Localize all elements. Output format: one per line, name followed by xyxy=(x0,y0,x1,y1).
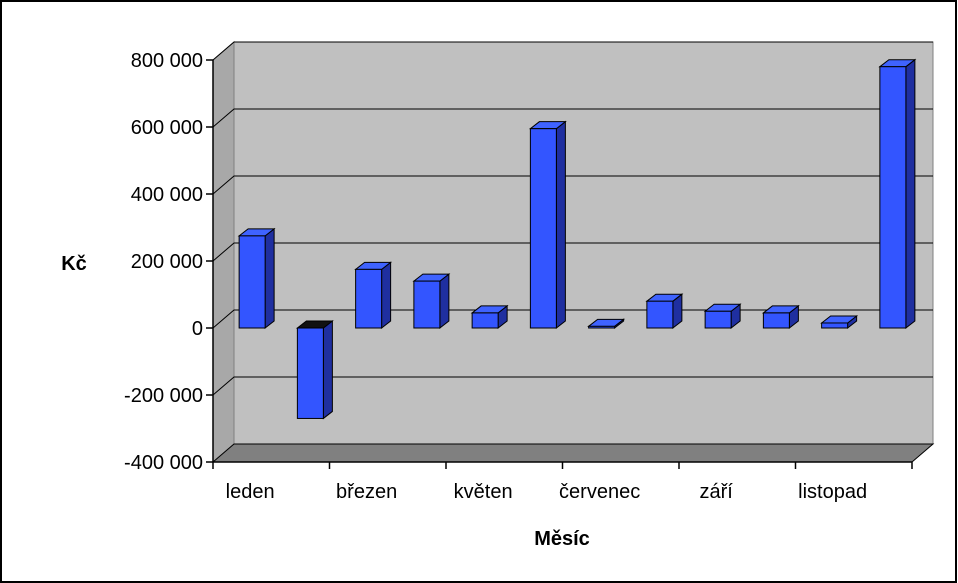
gridline xyxy=(212,309,933,329)
bar-front xyxy=(296,327,324,419)
bar-front xyxy=(879,66,907,329)
bar xyxy=(237,227,276,330)
x-tick-label: březen xyxy=(336,481,397,503)
x-tick-label: červenec xyxy=(559,481,640,503)
gridline xyxy=(212,108,933,128)
gridline xyxy=(212,376,933,396)
y-tick-label: 800 000 xyxy=(131,50,203,72)
x-tick-label: září xyxy=(699,481,733,503)
y-tick-label: -400 000 xyxy=(124,452,203,474)
bar xyxy=(412,273,451,330)
bar-front xyxy=(588,325,616,329)
y-tick-label: -200 000 xyxy=(124,385,203,407)
bar-front xyxy=(762,312,790,329)
x-axis-ticks: leden březen květen červenec září listopad xyxy=(212,461,913,503)
plot-area xyxy=(211,40,935,464)
bar-front xyxy=(355,268,383,329)
bar-front xyxy=(821,322,849,329)
bar xyxy=(295,319,334,420)
y-tick-label: 600 000 xyxy=(131,117,203,139)
bar xyxy=(354,261,393,330)
bar-side xyxy=(555,120,566,330)
gridline xyxy=(212,41,933,61)
x-tick-label: listopad xyxy=(798,481,867,503)
bar-front xyxy=(238,235,266,329)
bar-front xyxy=(704,310,732,329)
x-axis-title: Měsíc xyxy=(534,528,590,550)
bar-front xyxy=(413,280,441,329)
bar xyxy=(761,304,800,330)
bar-side xyxy=(439,273,450,330)
bar xyxy=(470,304,509,330)
bar xyxy=(587,318,626,330)
bar xyxy=(878,58,917,330)
bar xyxy=(645,293,684,330)
y-axis-title: Kč xyxy=(61,253,87,275)
bar xyxy=(703,303,742,330)
gridline xyxy=(212,175,933,195)
bar-front xyxy=(529,128,557,329)
y-axis-ticks: 800 000 600 000 400 000 200 000 0 -200 000 -40… xyxy=(124,50,214,474)
floor xyxy=(211,443,935,463)
x-tick-label: leden xyxy=(226,481,275,503)
x-tick-label: květen xyxy=(454,481,513,503)
y-tick-label: 0 xyxy=(192,318,203,340)
gridline xyxy=(212,242,933,262)
bar xyxy=(528,120,567,330)
bar xyxy=(820,314,859,330)
bar-side xyxy=(264,227,275,330)
bar-side xyxy=(381,261,392,330)
bar-side xyxy=(905,58,916,330)
bar-front xyxy=(471,312,499,329)
y-tick-label: 400 000 xyxy=(131,184,203,206)
y-tick-label: 200 000 xyxy=(131,251,203,273)
bar-front xyxy=(646,300,674,329)
bar-side xyxy=(322,319,333,420)
